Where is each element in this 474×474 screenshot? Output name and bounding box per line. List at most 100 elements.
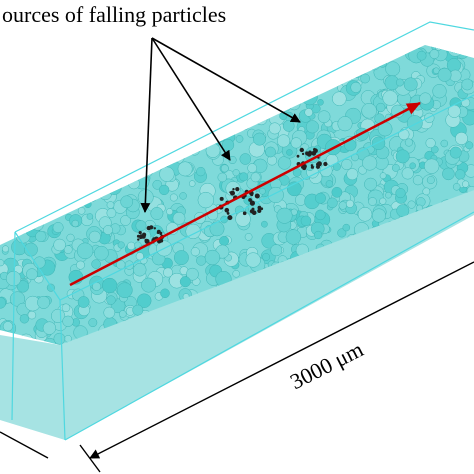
particle: [465, 299, 473, 307]
particle: [2, 321, 13, 332]
particle: [243, 92, 259, 108]
particle: [106, 201, 115, 209]
particle: [133, 263, 147, 277]
particle: [261, 220, 268, 228]
source-particle: [308, 150, 312, 154]
particle: [395, 78, 404, 87]
particle: [134, 52, 142, 60]
particle: [29, 75, 41, 87]
particle: [463, 267, 474, 282]
particle: [404, 138, 413, 147]
particle: [239, 98, 253, 113]
particle: [411, 308, 427, 324]
particle: [25, 73, 42, 89]
particle: [101, 161, 113, 173]
particle: [219, 236, 230, 246]
particle: [374, 275, 382, 282]
particle: [322, 45, 331, 52]
particle: [192, 72, 207, 88]
particle: [235, 211, 251, 227]
particle: [41, 167, 56, 182]
particle: [50, 73, 58, 81]
particle: [24, 64, 37, 77]
source-particle: [224, 207, 230, 213]
particle: [179, 276, 191, 288]
particle: [196, 255, 207, 266]
particle: [32, 162, 41, 171]
particle: [68, 139, 83, 154]
particle: [432, 84, 447, 99]
particle: [167, 130, 176, 139]
particle: [315, 209, 326, 221]
particle: [230, 74, 238, 82]
particle: [217, 172, 228, 183]
particle: [264, 331, 279, 345]
particle: [35, 230, 47, 242]
particle: [419, 92, 432, 105]
particle: [52, 222, 64, 233]
particle: [421, 244, 437, 261]
particle: [220, 164, 229, 173]
particle: [261, 51, 269, 60]
particle: [49, 71, 60, 81]
particle: [201, 98, 212, 109]
particle: [239, 153, 252, 165]
particle: [232, 46, 240, 54]
particle: [433, 341, 446, 345]
particle: [0, 200, 12, 213]
particle: [315, 192, 326, 204]
particle: [146, 147, 160, 161]
particle: [386, 331, 401, 345]
particle: [231, 49, 243, 61]
particle: [3, 210, 11, 217]
particle: [249, 72, 262, 86]
particle: [439, 280, 453, 293]
particle: [40, 184, 49, 193]
particle: [120, 215, 131, 226]
particle: [408, 331, 421, 344]
particle: [15, 208, 30, 224]
source-particle: [302, 166, 307, 171]
particle: [296, 327, 307, 339]
particle: [148, 57, 157, 66]
particle: [152, 179, 163, 190]
particle: [425, 138, 436, 149]
particle: [330, 318, 343, 330]
particle: [326, 61, 343, 78]
particle: [402, 330, 414, 342]
particle: [342, 223, 351, 232]
particle: [323, 58, 336, 71]
particle: [376, 45, 393, 51]
particle: [169, 193, 178, 202]
particle: [103, 306, 116, 319]
particle: [289, 45, 305, 53]
source-particle: [310, 165, 314, 169]
particle: [462, 180, 470, 188]
particle: [274, 45, 285, 46]
particle: [309, 67, 318, 76]
particle: [8, 123, 25, 140]
particle: [465, 141, 474, 150]
particle: [205, 84, 219, 99]
particle: [345, 199, 355, 208]
particle: [367, 300, 376, 309]
particle: [419, 318, 429, 328]
particle: [117, 241, 125, 249]
particle: [61, 303, 71, 313]
particle: [437, 301, 454, 318]
particle: [191, 120, 207, 136]
particle: [378, 319, 395, 335]
particle: [58, 189, 72, 202]
particle: [100, 91, 109, 100]
particle: [185, 223, 201, 240]
particle: [135, 36, 144, 45]
particle: [163, 142, 173, 152]
particle: [78, 104, 94, 121]
particle: [44, 109, 57, 122]
particle: [69, 47, 83, 60]
particle: [318, 45, 334, 49]
particle: [88, 45, 104, 52]
particle: [342, 308, 350, 316]
particle: [50, 66, 60, 76]
